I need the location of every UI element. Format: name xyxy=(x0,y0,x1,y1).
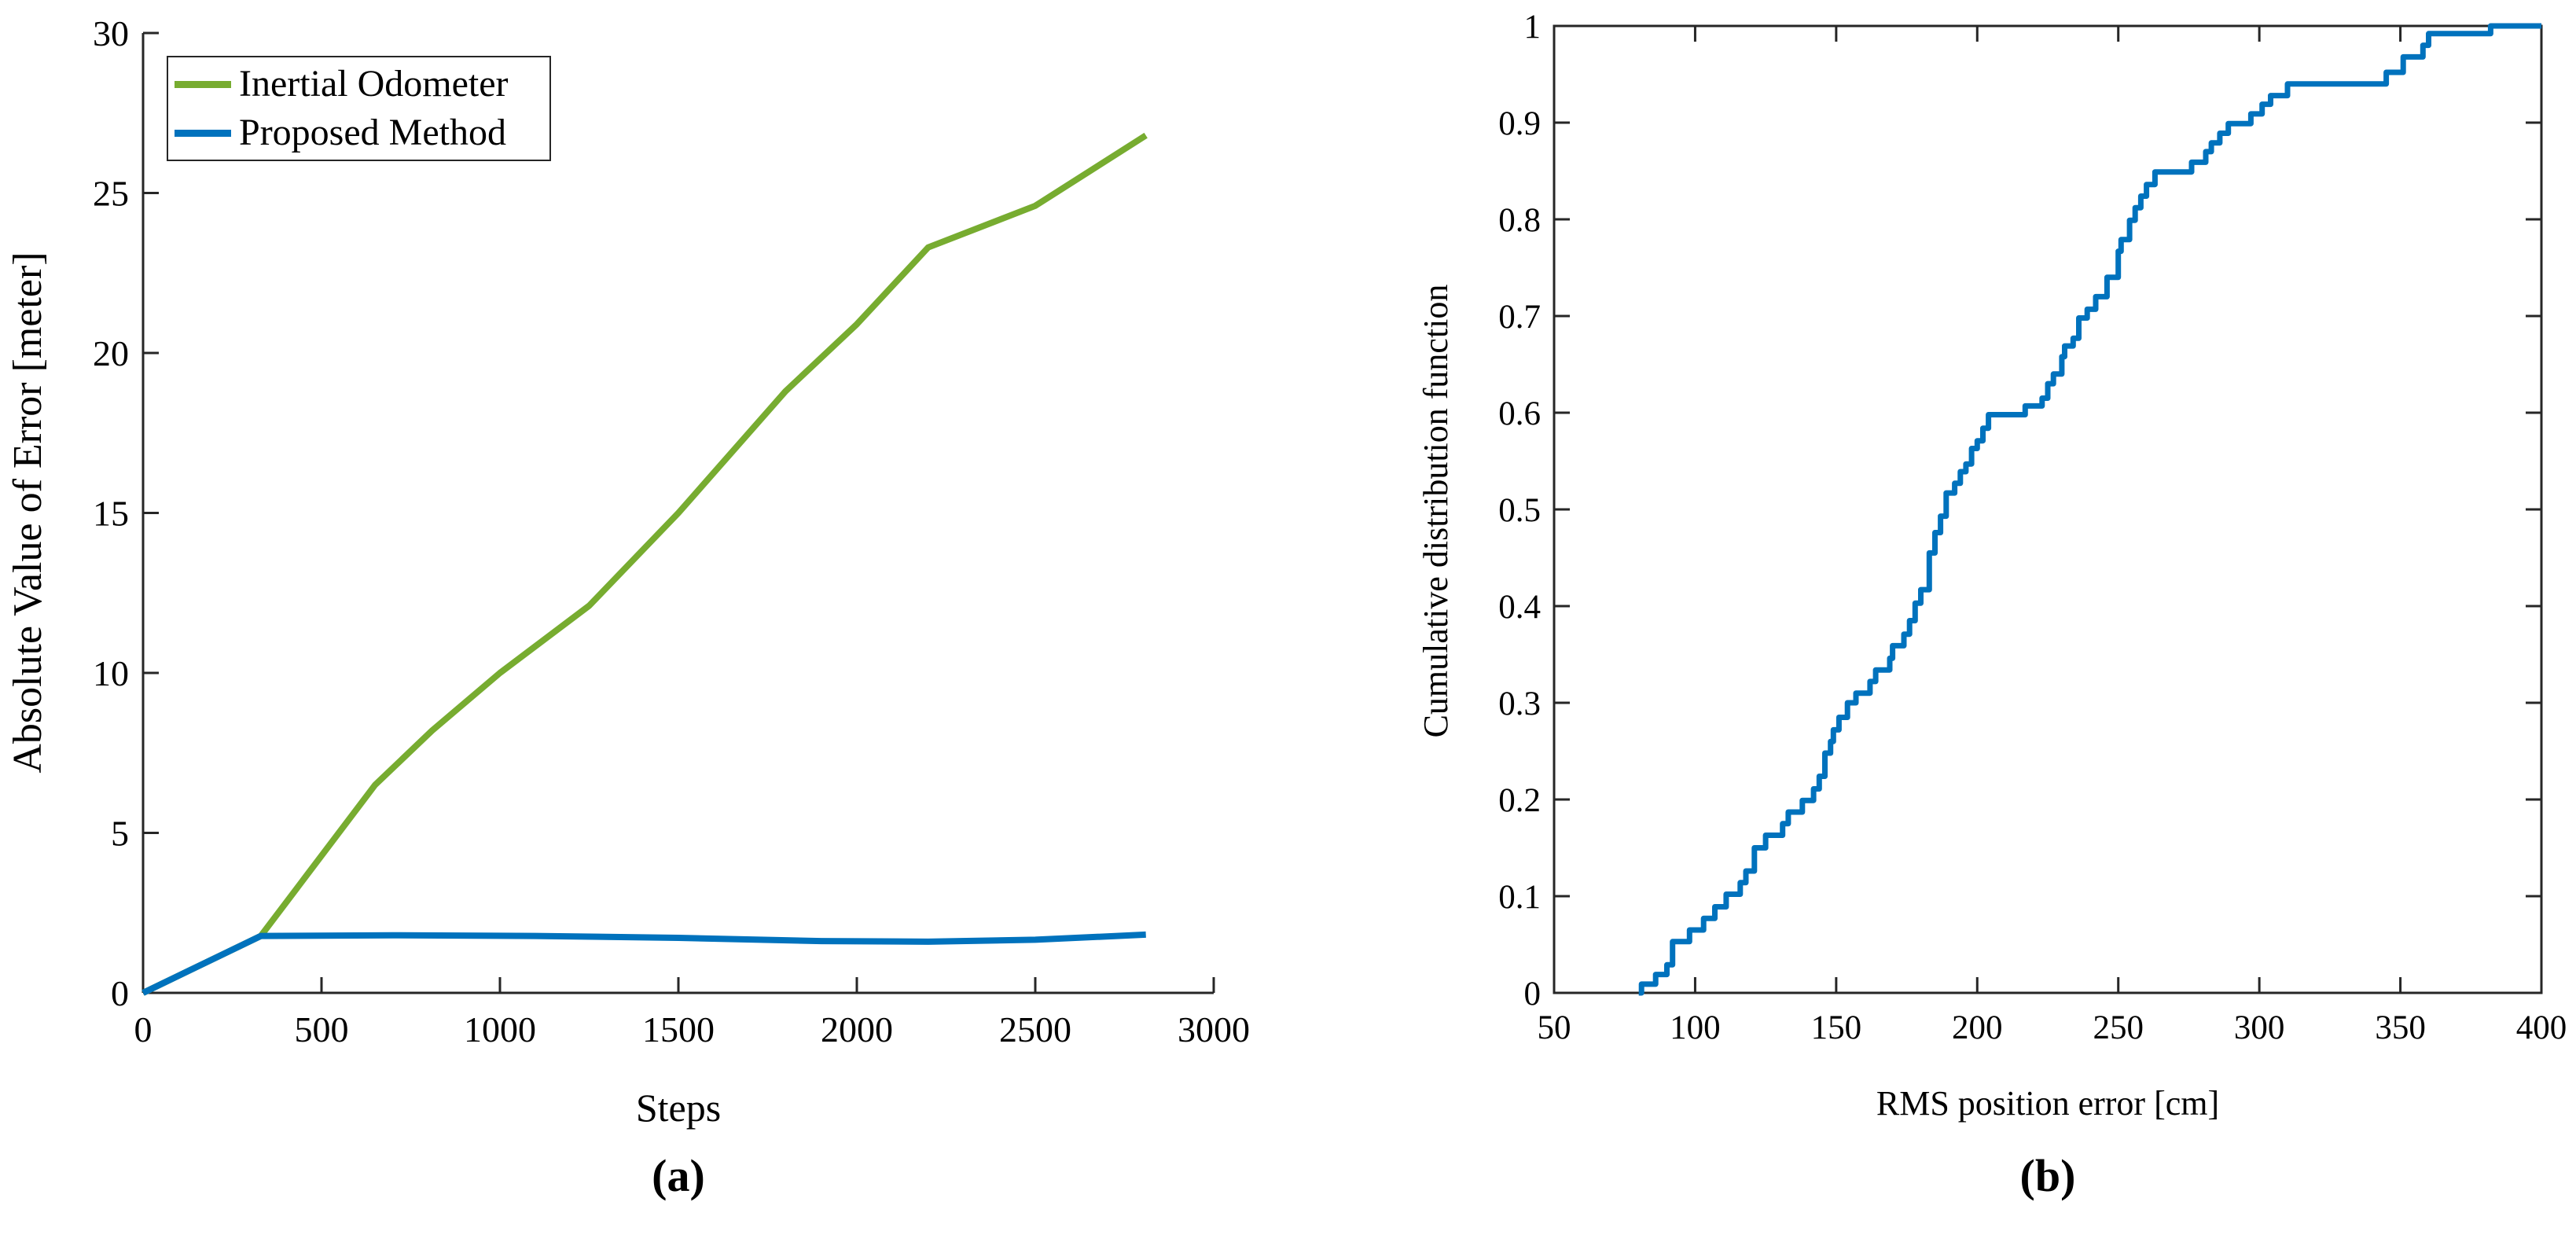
x-tick-label: 250 xyxy=(2093,1009,2144,1046)
series-cdf-of-rms-position-error xyxy=(1638,23,2541,996)
series-inertial-odometer xyxy=(141,132,1148,996)
chart-b-x-axis-label: RMS position error [cm] xyxy=(1876,1084,2220,1123)
y-tick-label: 1 xyxy=(1524,9,1542,46)
legend-entry-proposed-method: Proposed Method xyxy=(175,108,549,157)
y-tick-label: 20 xyxy=(93,333,129,373)
y-tick-label: 0.2 xyxy=(1498,782,1541,819)
y-tick-label: 25 xyxy=(93,174,129,214)
y-tick-label: 0.3 xyxy=(1498,685,1541,722)
x-tick-label: 500 xyxy=(295,1009,349,1049)
legend-line-sample-green xyxy=(175,80,231,88)
x-tick-label: 0 xyxy=(134,1009,153,1049)
x-tick-label: 350 xyxy=(2375,1009,2426,1046)
y-tick-label: 0 xyxy=(1524,976,1542,1013)
y-tick-label: 0.5 xyxy=(1498,492,1541,529)
x-tick-label: 400 xyxy=(2516,1009,2567,1046)
series-proposed-method xyxy=(141,931,1146,996)
x-tick-label: 1000 xyxy=(464,1009,536,1049)
chart-b: 50 100 150 200 250 300 350 400 0 0.1 0.2 0.3 0.4 0.5 0… xyxy=(1498,9,2567,1046)
chart-b-y-axis-label: Cumulative distribution function xyxy=(1417,284,1455,738)
x-tick-label: 50 xyxy=(1538,1009,1571,1046)
x-tick-label: 2000 xyxy=(821,1009,893,1049)
x-tick-label: 300 xyxy=(2234,1009,2285,1046)
y-tick-label: 0.1 xyxy=(1498,879,1541,916)
y-tick-label: 15 xyxy=(93,494,129,534)
x-tick-label: 3000 xyxy=(1178,1009,1250,1049)
legend-line-sample-blue xyxy=(175,129,231,137)
legend-label: Inertial Odometer xyxy=(239,63,509,105)
x-tick-label: 100 xyxy=(1670,1009,1721,1046)
y-tick-label: 0.7 xyxy=(1498,299,1541,336)
y-tick-label: 0 xyxy=(111,973,129,1013)
subfigure-caption-b: (b) xyxy=(2019,1150,2076,1201)
chart-a-y-axis-label: Absolute Value of Error [meter] xyxy=(6,252,50,774)
x-tick-label: 200 xyxy=(1952,1009,2003,1046)
y-tick-label: 10 xyxy=(93,653,129,693)
y-tick-label: 0.8 xyxy=(1498,202,1541,239)
subfigure-caption-a: (a) xyxy=(652,1150,705,1201)
x-tick-label: 1500 xyxy=(642,1009,715,1049)
y-tick-label: 5 xyxy=(111,814,129,854)
y-tick-label: 0.9 xyxy=(1498,105,1541,142)
axis-box xyxy=(1553,24,2543,994)
x-tick-label: 150 xyxy=(1811,1009,1862,1046)
y-tick-label: 0.4 xyxy=(1498,589,1541,626)
y-tick-label: 0.6 xyxy=(1498,395,1541,432)
legend-box: Inertial Odometer Proposed Method xyxy=(167,56,551,161)
x-tick-label: 2500 xyxy=(999,1009,1071,1049)
legend-label: Proposed Method xyxy=(239,112,506,153)
chart-a-x-axis-label: Steps xyxy=(635,1086,722,1130)
y-tick-label: 30 xyxy=(93,13,129,53)
legend-entry-inertial-odometer: Inertial Odometer xyxy=(175,60,549,108)
chart-a: 0 500 1000 1500 2000 2500 3000 0 5 10 15 20 25 30 xyxy=(93,13,1250,1049)
